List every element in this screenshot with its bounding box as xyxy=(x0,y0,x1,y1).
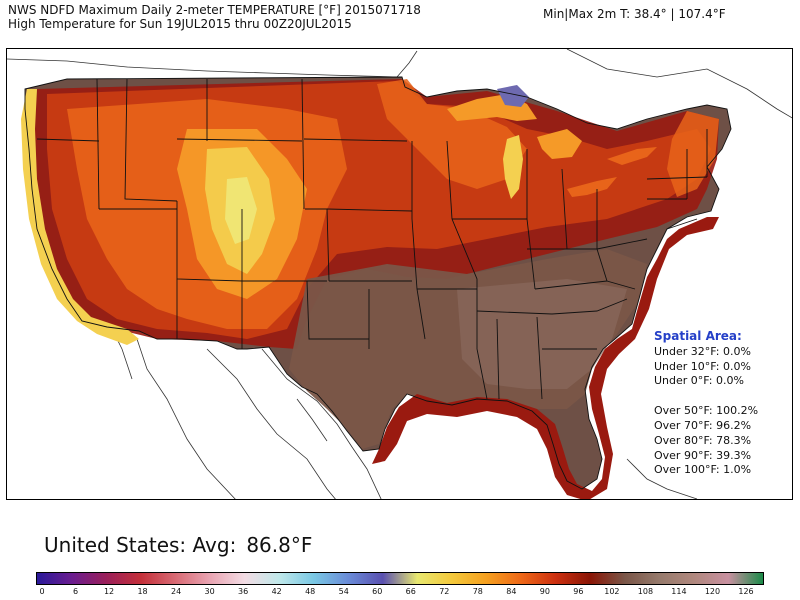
temperature-colorbar xyxy=(36,572,764,585)
colorbar-tick-label: 60 xyxy=(372,587,383,596)
colorbar-tick-label: 36 xyxy=(238,587,249,596)
colorbar-ticks: 0 6 12 18 24 30 36 42 48 54 60 66 72 78 84 90 96 102 108 11… xyxy=(36,587,764,599)
spatial-area-title: Spatial Area: xyxy=(654,329,742,343)
rockies-peak xyxy=(225,177,257,244)
colorbar-tick-label: 66 xyxy=(405,587,416,596)
colorbar-tick-label: 126 xyxy=(738,587,754,596)
colorbar-tick-label: 30 xyxy=(204,587,215,596)
gulf-coast-fringe xyxy=(372,217,719,499)
avg-label: United States: Avg: xyxy=(44,533,237,557)
colorbar-tick-label: 24 xyxy=(171,587,182,596)
over-70-stat: Over 70°F: 96.2% xyxy=(654,418,752,432)
colorbar-tick-label: 0 xyxy=(39,587,45,596)
colorbar-tick-label: 102 xyxy=(604,587,620,596)
under-10-stat: Under 10°F: 0.0% xyxy=(654,359,751,373)
under-0-stat: Under 0°F: 0.0% xyxy=(654,374,744,388)
us-average: United States: Avg: 86.8°F xyxy=(44,533,312,557)
over-50-stat: Over 50°F: 100.2% xyxy=(654,404,759,418)
colorbar-tick-label: 42 xyxy=(271,587,282,596)
colorbar-tick-label: 18 xyxy=(137,587,148,596)
us-temperature-map-graphic xyxy=(7,49,792,499)
map-title: NWS NDFD Maximum Daily 2-meter TEMPERATU… xyxy=(8,3,421,17)
state-borders xyxy=(24,76,732,490)
over-100-stat: Over 100°F: 1.0% xyxy=(654,463,752,477)
min-max-readout: Min|Max 2m T: 38.4° | 107.4°F xyxy=(543,7,726,21)
over-80-stat: Over 80°F: 78.3% xyxy=(654,433,752,447)
north-orange xyxy=(377,79,527,189)
colorbar-tick-label: 84 xyxy=(506,587,517,596)
colorbar-tick-label: 90 xyxy=(539,587,550,596)
colorbar-tick-label: 12 xyxy=(103,587,115,596)
colorbar-tick-label: 6 xyxy=(72,587,79,596)
over-90-stat: Over 90°F: 39.3% xyxy=(654,448,752,462)
northeast-orange xyxy=(667,111,719,197)
temperature-map xyxy=(6,48,793,500)
great-lakes xyxy=(447,85,657,199)
avg-value: 86.8°F xyxy=(246,533,313,557)
colorbar-tick-label: 54 xyxy=(338,587,349,596)
colorbar-tick-label: 96 xyxy=(573,587,584,596)
colorbar-tick-label: 114 xyxy=(671,587,687,596)
pacific-coast-fringe xyxy=(21,89,139,345)
southeast-brown xyxy=(457,279,627,389)
under-32-stat: Under 32°F: 0.0% xyxy=(654,344,751,358)
colorbar-tick-label: 48 xyxy=(305,587,316,596)
colorbar-tick-label: 120 xyxy=(704,587,721,596)
map-subtitle: High Temperature for Sun 19JUL2015 thru … xyxy=(8,17,352,31)
colorbar-tick-label: 72 xyxy=(439,587,450,596)
colorbar-tick-label: 108 xyxy=(637,587,654,596)
colorbar-tick-label: 78 xyxy=(472,587,483,596)
spatial-area-panel: Spatial Area: Under 32°F: 0.0% Under 10°… xyxy=(654,329,758,478)
